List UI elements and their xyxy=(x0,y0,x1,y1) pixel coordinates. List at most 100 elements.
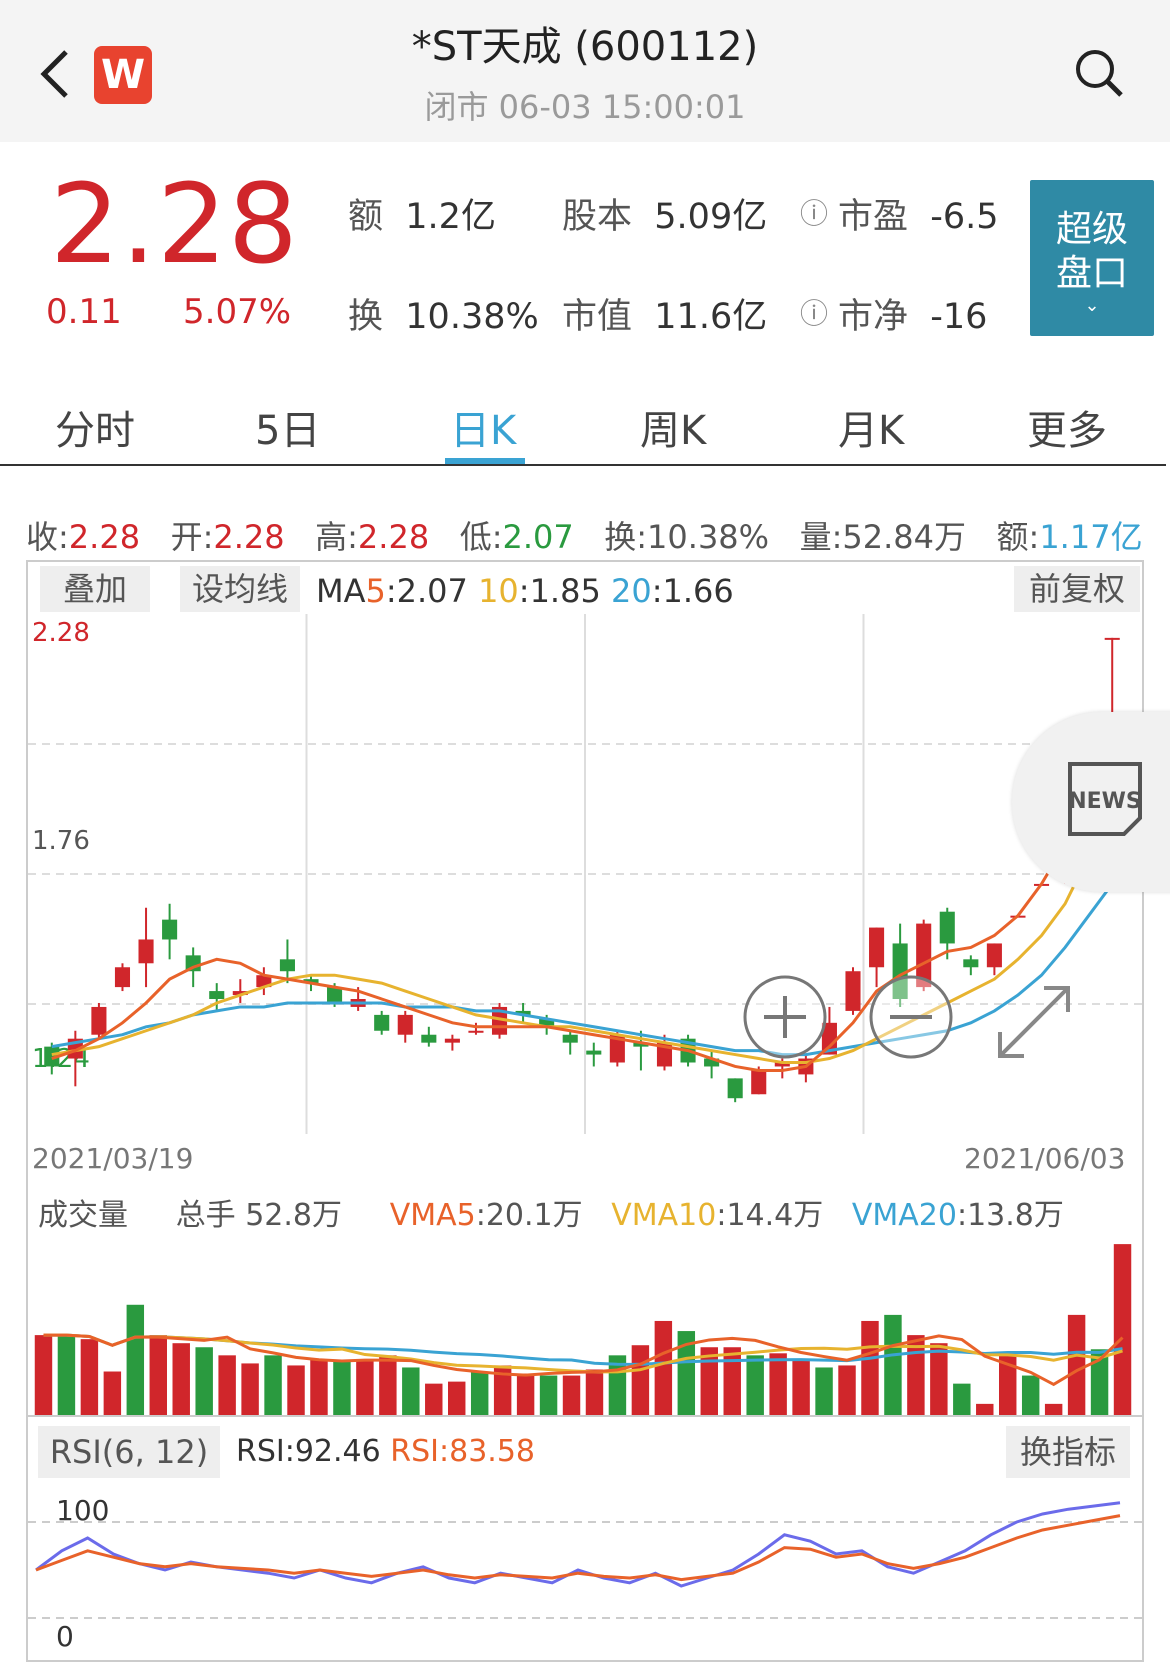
candle xyxy=(468,1030,484,1033)
candle xyxy=(633,1042,649,1047)
rsi-y-bottom: 0 xyxy=(56,1620,74,1653)
super-orderbook-button[interactable]: 超级 盘口 ⌄ xyxy=(1030,180,1154,336)
stat-pb: 市净 -16 xyxy=(838,297,988,337)
ma20-line xyxy=(51,883,1114,1057)
chart-frame xyxy=(26,560,1144,1662)
rsi-label: RSI(6, 12) xyxy=(38,1426,220,1478)
candle xyxy=(562,1034,578,1043)
candle xyxy=(397,1014,413,1035)
volume-bar xyxy=(425,1383,443,1416)
candle xyxy=(91,1006,107,1035)
volume-bar xyxy=(516,1373,535,1416)
divider xyxy=(28,1415,1142,1417)
tab-daily-k[interactable]: 日K xyxy=(450,408,517,454)
volume-bar xyxy=(356,1359,374,1416)
volume-bar xyxy=(539,1375,558,1416)
volume-bar xyxy=(677,1331,696,1416)
tab-5day[interactable]: 5日 xyxy=(255,408,321,454)
candle xyxy=(44,1046,60,1067)
candle xyxy=(963,959,979,968)
volume-bar xyxy=(493,1365,512,1416)
volume-bar xyxy=(103,1371,122,1416)
volume-bar xyxy=(241,1363,259,1416)
adjust-button[interactable]: 前复权 xyxy=(1014,566,1140,612)
ma-legend: MA5:2.07 10:1.85 20:1.66 xyxy=(316,572,734,610)
info-icon[interactable]: ⓘ xyxy=(800,197,829,230)
candle xyxy=(279,959,295,972)
back-arrow-icon[interactable] xyxy=(38,48,72,100)
volume-bar xyxy=(80,1339,99,1416)
date-start: 2021/03/19 xyxy=(32,1142,194,1175)
app-header xyxy=(0,0,1170,142)
volume-bar xyxy=(1090,1349,1109,1416)
tab-weekly-k[interactable]: 周K xyxy=(640,408,707,454)
volume-bar xyxy=(907,1335,925,1416)
volume-bar xyxy=(149,1335,167,1416)
kline-chart[interactable] xyxy=(28,614,1142,1134)
rsi-chart[interactable] xyxy=(28,1480,1142,1660)
vma5-line xyxy=(43,1333,1124,1387)
volume-bar xyxy=(999,1355,1017,1416)
volume-bar xyxy=(1113,1244,1132,1416)
candle xyxy=(869,927,885,968)
tab-intraday[interactable]: 分时 xyxy=(55,408,135,454)
volume-bar xyxy=(1067,1314,1086,1416)
zoom-in-icon[interactable] xyxy=(742,974,828,1060)
volume-chart[interactable] xyxy=(28,1230,1142,1416)
news-float-button[interactable]: NEWS xyxy=(1012,712,1170,892)
y-axis-mid: 1.76 xyxy=(32,826,90,856)
ohlc-summary: 收:2.28 开:2.28 高:2.28 低:2.07 换:10.38% 量:5… xyxy=(26,518,1143,556)
volume-bar xyxy=(838,1365,856,1416)
candle xyxy=(704,1058,720,1067)
volume-bar xyxy=(172,1343,190,1416)
fullscreen-icon[interactable] xyxy=(992,980,1076,1064)
volume-bar xyxy=(34,1335,53,1416)
candle xyxy=(232,991,248,996)
candle xyxy=(444,1038,460,1043)
volume-bar xyxy=(57,1335,76,1416)
candle xyxy=(209,991,225,1000)
candle xyxy=(916,923,932,988)
volume-bar xyxy=(470,1371,489,1416)
candle xyxy=(303,979,319,984)
volume-bar xyxy=(126,1304,145,1416)
volume-bar xyxy=(1044,1403,1063,1416)
volume-bar xyxy=(792,1359,810,1416)
current-price: 2.28 xyxy=(50,160,299,288)
candle xyxy=(421,1034,437,1043)
volume-bar xyxy=(723,1347,741,1416)
candle xyxy=(727,1078,743,1099)
y-axis-high: 2.28 xyxy=(32,618,90,648)
price-change: 0.11 xyxy=(46,292,122,332)
volume-bar xyxy=(1021,1375,1040,1416)
tab-monthly-k[interactable]: 月K xyxy=(838,408,905,454)
candle xyxy=(162,919,178,940)
volume-bar xyxy=(976,1403,994,1416)
overlay-button[interactable]: 叠加 xyxy=(40,566,150,612)
volume-bar xyxy=(861,1320,879,1416)
stat-amount: 额 1.2亿 xyxy=(348,197,496,237)
set-ma-button[interactable]: 设均线 xyxy=(180,566,300,612)
candle xyxy=(1104,637,1120,640)
candle xyxy=(539,1018,555,1027)
volume-legend: 成交量 总手 52.8万 VMA5:20.1万 VMA10:14.4万 VMA2… xyxy=(38,1198,1064,1233)
tab-more[interactable]: 更多 xyxy=(1027,408,1107,454)
volume-bar xyxy=(654,1320,673,1416)
candle xyxy=(586,1050,602,1055)
volume-bar xyxy=(562,1375,581,1416)
zoom-out-icon[interactable] xyxy=(868,974,954,1060)
market-status: 闭市 06-03 15:00:01 xyxy=(424,88,746,126)
search-icon[interactable] xyxy=(1074,48,1124,98)
candle xyxy=(774,1062,790,1067)
stat-market-cap: 市值 11.6亿 xyxy=(562,297,768,337)
volume-bar xyxy=(448,1381,466,1416)
volume-bar xyxy=(769,1353,787,1416)
super-button-line2: 盘口 xyxy=(1055,253,1128,294)
rsi-legend: RSI:92.46 RSI:83.58 xyxy=(236,1434,536,1469)
news-icon: NEWS xyxy=(1068,762,1142,836)
switch-indicator-button[interactable]: 换指标 xyxy=(1006,1426,1130,1478)
volume-bar xyxy=(746,1355,764,1416)
ma10-line xyxy=(51,807,1114,1065)
info-icon[interactable]: ⓘ xyxy=(800,297,829,330)
candle xyxy=(751,1070,767,1095)
